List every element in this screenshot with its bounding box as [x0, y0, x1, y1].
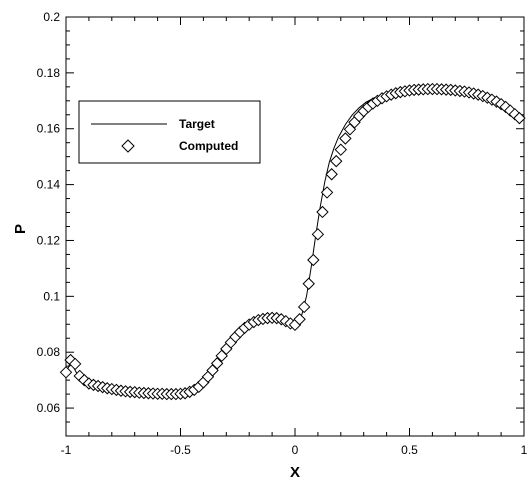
- y-tick-label: 0.06: [37, 401, 61, 415]
- legend-target-label: Target: [179, 117, 215, 131]
- y-tick-label: 0.08: [37, 345, 61, 359]
- legend-computed-swatch: [121, 139, 135, 153]
- computed-marker: [339, 132, 352, 145]
- computed-marker: [330, 154, 343, 168]
- series-computed-markers: [59, 82, 526, 401]
- computed-marker: [320, 186, 334, 199]
- computed-marker: [297, 300, 311, 314]
- x-tick-label: 0: [292, 443, 299, 457]
- legend: Target Computed: [78, 100, 261, 164]
- computed-marker: [307, 253, 320, 267]
- computed-marker: [293, 313, 306, 326]
- y-tick-label: 0.14: [37, 178, 61, 192]
- computed-marker: [316, 205, 329, 219]
- computed-marker: [68, 357, 82, 371]
- computed-marker: [513, 111, 526, 125]
- y-tick-label: 0.12: [37, 233, 61, 247]
- x-axis-title: X: [290, 464, 300, 481]
- y-tick-label: 0.18: [37, 66, 61, 80]
- y-tick-label: 0.2: [43, 10, 60, 24]
- legend-box: [78, 100, 261, 164]
- y-tick-label: 0.16: [37, 122, 61, 136]
- computed-marker: [334, 143, 348, 156]
- x-tick-label: -1: [61, 443, 72, 457]
- y-tick-label: 0.1: [43, 289, 60, 303]
- computed-marker: [59, 366, 73, 379]
- computed-marker: [210, 357, 224, 370]
- x-tick-label: -0.5: [170, 443, 191, 457]
- computed-marker: [311, 228, 325, 241]
- computed-marker: [302, 277, 315, 290]
- y-axis-title: P: [12, 224, 29, 234]
- legend-computed-label: Computed: [179, 139, 238, 153]
- x-tick-label: 1: [521, 443, 528, 457]
- tick-labels: -1 -0.5 0 0.5 1 0.06 0.08 0.1 0.12 0.14 0.16 0.18 0.…: [37, 10, 528, 457]
- x-tick-label: 0.5: [401, 443, 418, 457]
- axis-ticks: [65, 16, 525, 437]
- plot-frame: [65, 16, 525, 437]
- computed-marker: [325, 168, 338, 181]
- computed-marker: [504, 104, 517, 117]
